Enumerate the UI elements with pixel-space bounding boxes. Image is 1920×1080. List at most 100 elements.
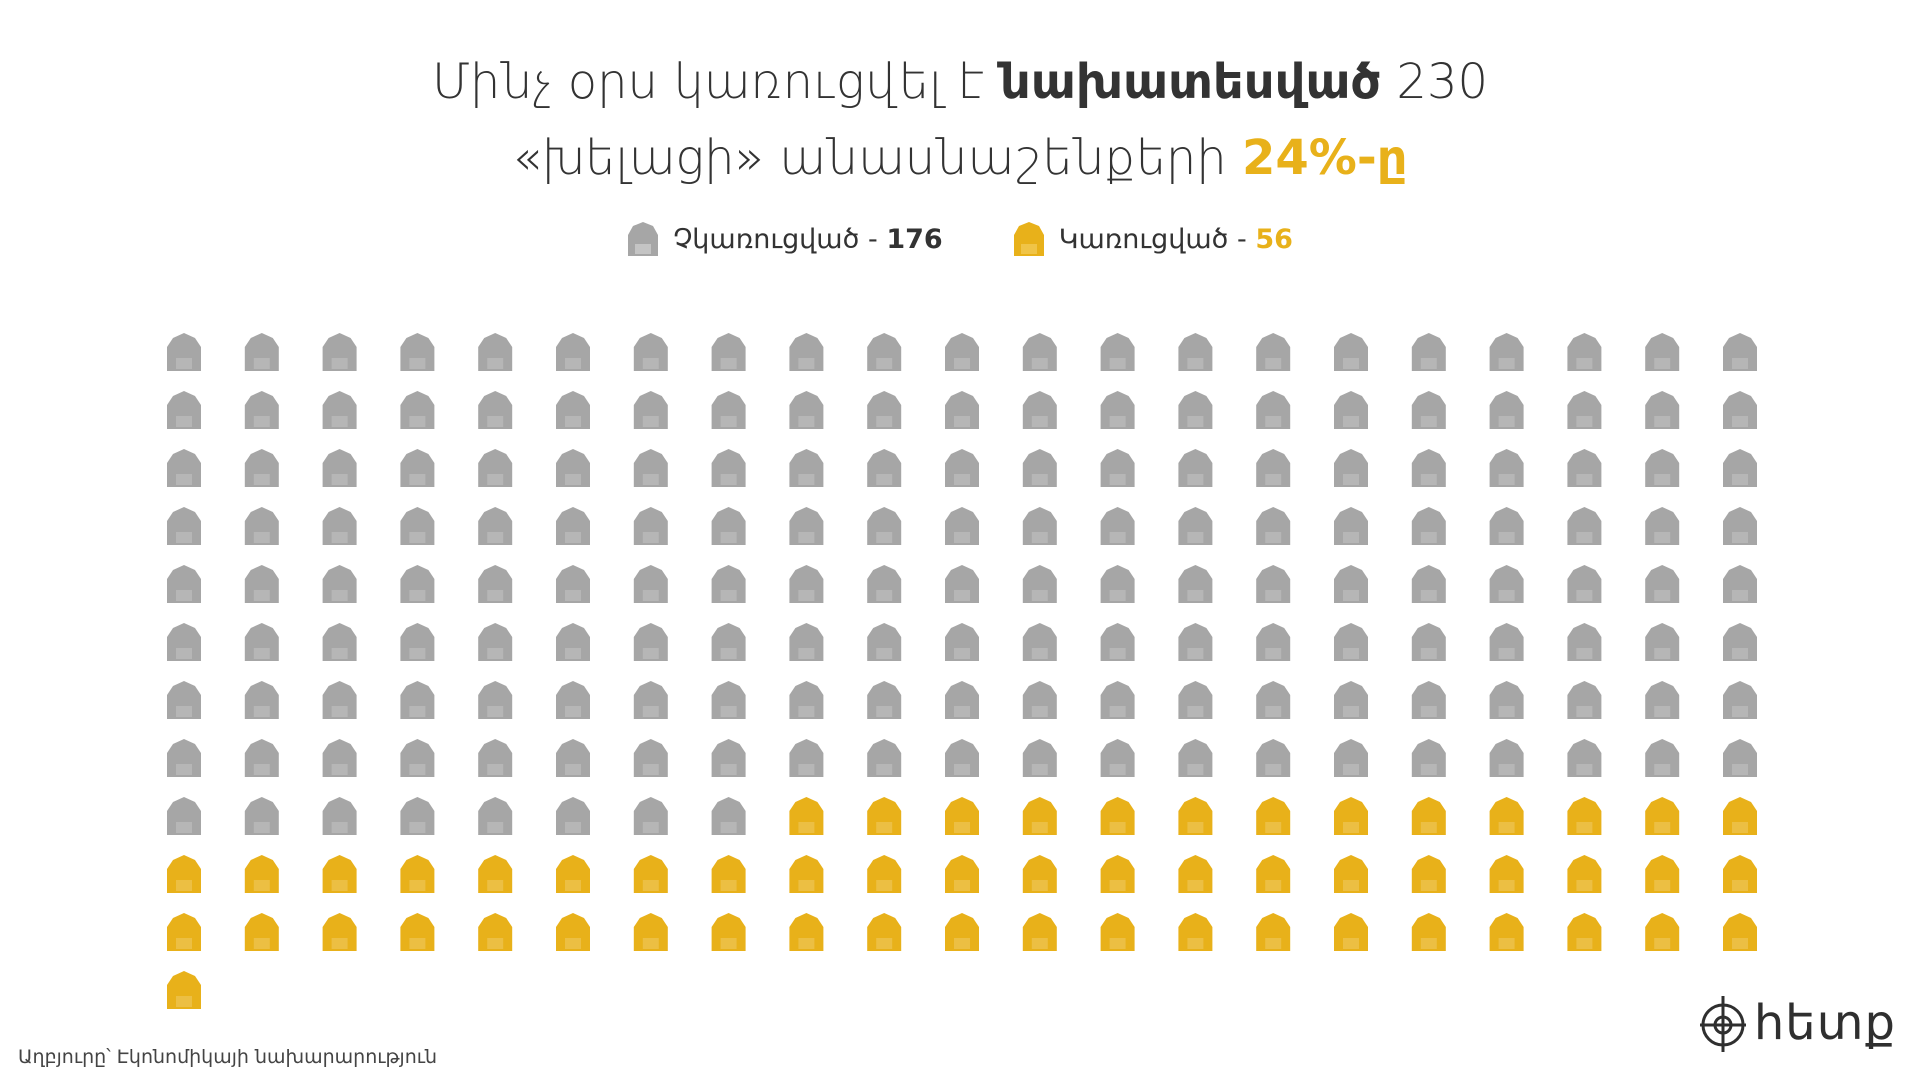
- waffle-barn-built: [1100, 797, 1135, 835]
- waffle-barn-unbuilt: [1022, 333, 1057, 371]
- waffle-barn-unbuilt: [1723, 449, 1757, 487]
- waffle-barn-unbuilt: [1334, 391, 1368, 429]
- waffle-barn-unbuilt: [1645, 507, 1680, 545]
- waffle-barn-unbuilt: [1178, 565, 1213, 603]
- waffle-barn-unbuilt: [1645, 739, 1680, 777]
- waffle-barn-unbuilt: [556, 507, 590, 545]
- waffle-barn-unbuilt: [867, 565, 902, 603]
- legend-label: Չկառուցված -: [673, 223, 887, 255]
- waffle-barn-unbuilt: [945, 739, 979, 777]
- waffle-barn-unbuilt: [478, 565, 513, 603]
- waffle-barn-unbuilt: [1411, 449, 1446, 487]
- waffle-barn-unbuilt: [556, 739, 590, 777]
- waffle-barn-unbuilt: [244, 507, 279, 545]
- title-text: «խելացի» անասնաշենքերի: [512, 130, 1242, 186]
- waffle-barn-unbuilt: [478, 681, 513, 719]
- waffle-barn-built: [1411, 913, 1446, 951]
- waffle-barn-unbuilt: [400, 623, 435, 661]
- waffle-barn-built: [400, 855, 435, 893]
- waffle-barn-unbuilt: [1567, 739, 1602, 777]
- waffle-barn-built: [1567, 913, 1602, 951]
- waffle-barn-built: [1489, 797, 1524, 835]
- waffle-barn-unbuilt: [945, 507, 979, 545]
- waffle-barn-unbuilt: [167, 797, 201, 835]
- waffle-barn-unbuilt: [867, 507, 902, 545]
- waffle-barn-unbuilt: [244, 797, 279, 835]
- waffle-barn-unbuilt: [322, 333, 357, 371]
- waffle-barn-built: [1256, 913, 1291, 951]
- waffle-barn-unbuilt: [789, 391, 824, 429]
- waffle-barn-unbuilt: [1645, 333, 1680, 371]
- waffle-barn-unbuilt: [1567, 623, 1602, 661]
- title-percent: 24%-: [1241, 130, 1377, 186]
- waffle-barn-unbuilt: [1645, 449, 1680, 487]
- waffle-barn-unbuilt: [556, 565, 590, 603]
- waffle-barn-unbuilt: [711, 739, 746, 777]
- barn-icon: [1013, 222, 1044, 256]
- waffle-barn-built: [1645, 913, 1680, 951]
- waffle-barn-built: [1489, 913, 1524, 951]
- waffle-barn-unbuilt: [945, 333, 979, 371]
- title-number: 230: [1381, 54, 1489, 110]
- waffle-barn-unbuilt: [711, 681, 746, 719]
- waffle-barn-built: [1178, 797, 1213, 835]
- waffle-barn-unbuilt: [1411, 391, 1446, 429]
- waffle-barn-unbuilt: [1645, 623, 1680, 661]
- waffle-barn-unbuilt: [1256, 449, 1291, 487]
- waffle-barn-unbuilt: [1489, 333, 1524, 371]
- waffle-barn-unbuilt: [1411, 681, 1446, 719]
- waffle-barn-unbuilt: [1411, 623, 1446, 661]
- waffle-barn-built: [1256, 797, 1291, 835]
- waffle-barn-unbuilt: [1178, 681, 1213, 719]
- waffle-barn-unbuilt: [400, 739, 435, 777]
- waffle-barn-unbuilt: [1489, 681, 1524, 719]
- waffle-barn-built: [711, 855, 746, 893]
- waffle-barn-unbuilt: [711, 797, 746, 835]
- waffle-barn-unbuilt: [1645, 391, 1680, 429]
- waffle-barn-unbuilt: [867, 333, 902, 371]
- logo-text: հետք: [1753, 995, 1896, 1051]
- waffle-barn-unbuilt: [167, 681, 201, 719]
- waffle-barn-built: [556, 913, 590, 951]
- waffle-barn-unbuilt: [167, 507, 201, 545]
- waffle-barn-built: [1022, 913, 1057, 951]
- waffle-barn-unbuilt: [556, 333, 590, 371]
- waffle-barn-built: [1334, 797, 1368, 835]
- waffle-barn-unbuilt: [711, 333, 746, 371]
- waffle-barn-built: [167, 971, 201, 1009]
- legend-label: Կառուցված -: [1058, 223, 1256, 255]
- waffle-barn-built: [1645, 855, 1680, 893]
- waffle-barn-built: [633, 913, 668, 951]
- waffle-barn-unbuilt: [1178, 333, 1213, 371]
- waffle-barn-unbuilt: [1178, 623, 1213, 661]
- chart-title: Մինչ օրս կառուցվել է նախատեսված 230 «խել…: [0, 44, 1920, 196]
- waffle-barn-unbuilt: [1645, 565, 1680, 603]
- waffle-barn-unbuilt: [1256, 507, 1291, 545]
- waffle-barn-unbuilt: [478, 797, 513, 835]
- waffle-barn-unbuilt: [322, 449, 357, 487]
- waffle-barn-built: [945, 913, 979, 951]
- waffle-barn-unbuilt: [556, 391, 590, 429]
- hetq-logo: հետք: [1698, 992, 1896, 1054]
- waffle-barn-unbuilt: [1100, 333, 1135, 371]
- waffle-barn-built: [244, 855, 279, 893]
- waffle-barn-built: [400, 913, 435, 951]
- waffle-barn-unbuilt: [1723, 507, 1757, 545]
- waffle-barn-built: [633, 855, 668, 893]
- waffle-barn-built: [867, 797, 902, 835]
- waffle-barn-unbuilt: [556, 623, 590, 661]
- waffle-barn-unbuilt: [167, 333, 201, 371]
- waffle-barn-unbuilt: [633, 681, 668, 719]
- waffle-barn-unbuilt: [633, 391, 668, 429]
- legend-item-unbuilt: Չկառուցված - 176: [627, 220, 943, 258]
- waffle-barn-built: [1645, 797, 1680, 835]
- waffle-barn-unbuilt: [1411, 507, 1446, 545]
- waffle-barn-unbuilt: [1178, 391, 1213, 429]
- waffle-barn-built: [1411, 797, 1446, 835]
- waffle-barn-unbuilt: [167, 391, 201, 429]
- title-text: Մինչ օրս կառուցվել է: [431, 54, 1000, 110]
- waffle-barn-unbuilt: [1256, 623, 1291, 661]
- waffle-barn-unbuilt: [867, 681, 902, 719]
- waffle-barn-built: [1334, 855, 1368, 893]
- waffle-barn-unbuilt: [1022, 681, 1057, 719]
